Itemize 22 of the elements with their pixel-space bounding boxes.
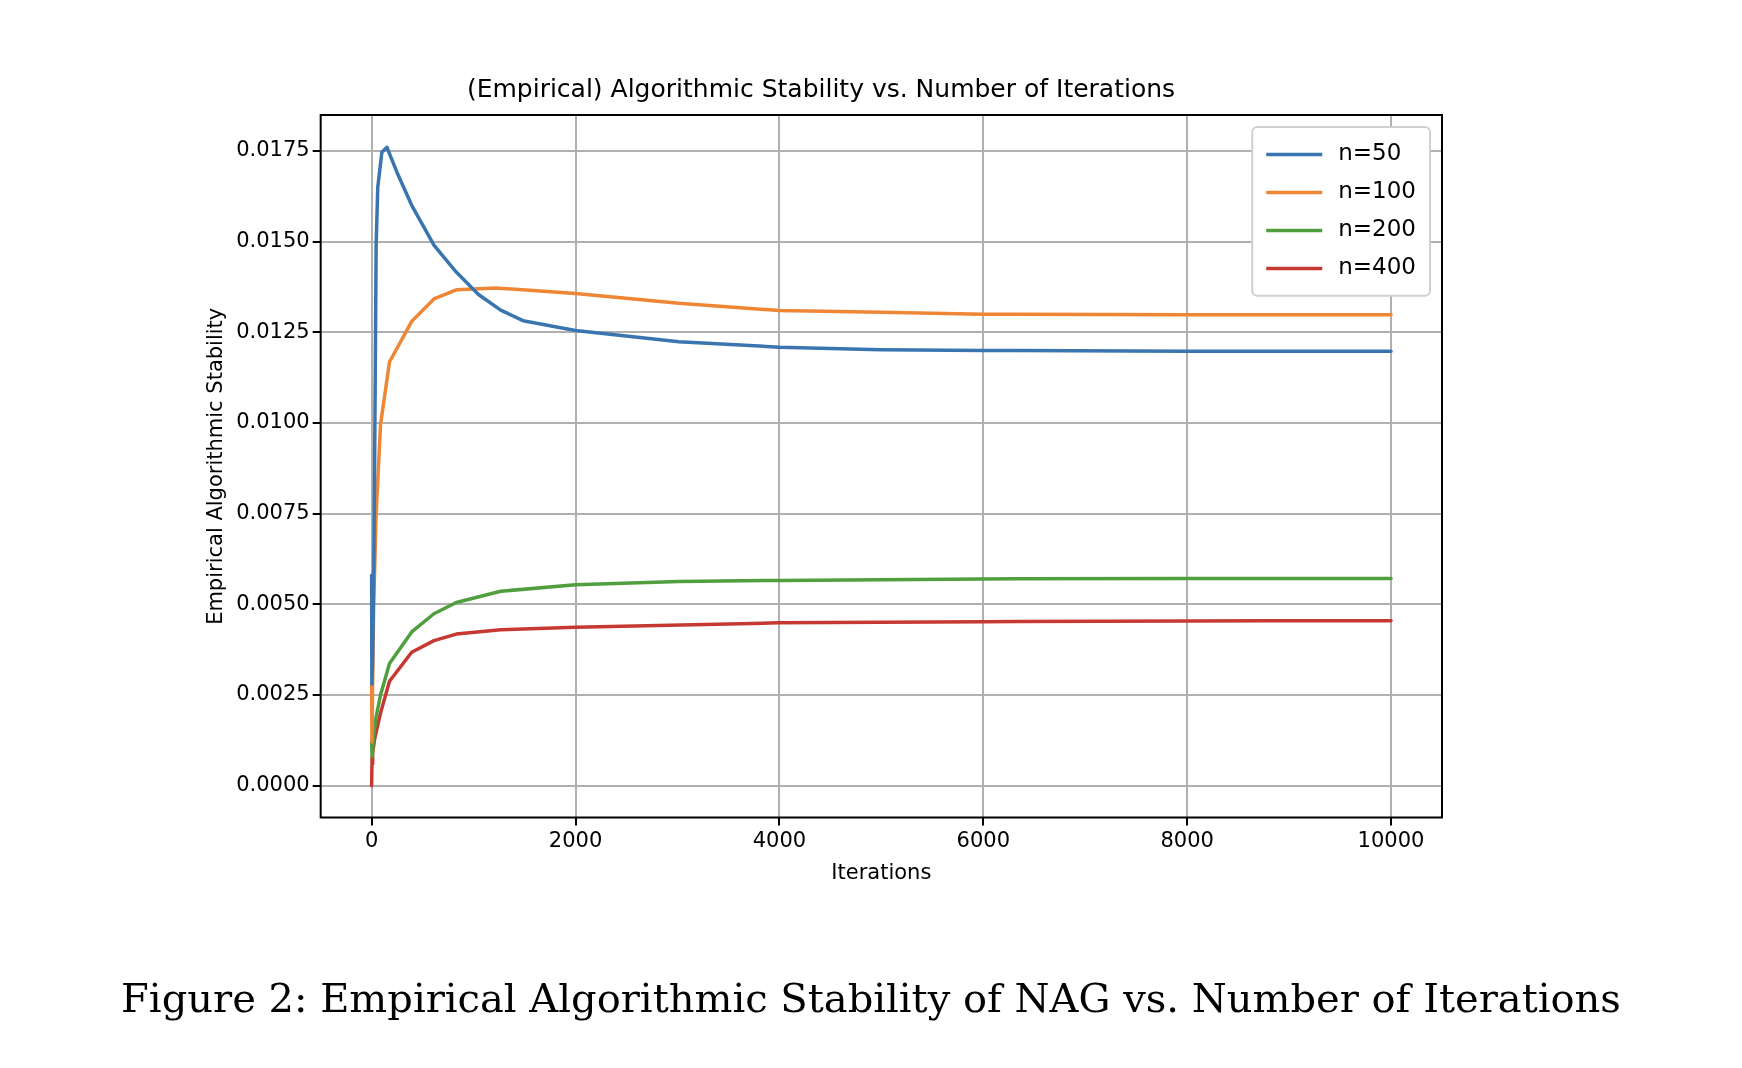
legend-label: n=50 — [1338, 139, 1402, 166]
y-tick-label: 0.0050 — [236, 590, 310, 615]
x-tick-label: 6000 — [956, 827, 1010, 852]
x-axis-title: Iterations — [831, 859, 932, 884]
x-tick-label: 8000 — [1160, 827, 1214, 852]
y-tick-label: 0.0100 — [236, 409, 310, 434]
x-tick-label: 2000 — [548, 827, 603, 852]
y-tick-label: 0.0150 — [236, 228, 310, 253]
x-tick-label: 10000 — [1357, 827, 1425, 852]
y-tick-label: 0.0125 — [236, 318, 310, 343]
legend-label: n=200 — [1338, 215, 1416, 242]
legend-label: n=100 — [1338, 177, 1416, 204]
y-axis-title: Empirical Algorithmic Stability — [203, 307, 228, 625]
x-tick-label: 4000 — [752, 827, 807, 852]
caption: Figure 2: Empirical Algorithmic Stability of NAG vs. Number of Iterations — [120, 975, 1622, 1021]
x-tick-label: 0 — [364, 827, 379, 852]
legend-label: n=400 — [1338, 253, 1416, 280]
chart-title: (Empirical) Algorithmic Stability vs. Number of Iterations — [466, 73, 1176, 103]
y-tick-label: 0.0075 — [236, 500, 310, 525]
y-tick-label: 0.0000 — [236, 772, 310, 797]
y-tick-label: 0.0175 — [236, 137, 310, 162]
y-tick-label: 0.0025 — [236, 681, 310, 706]
